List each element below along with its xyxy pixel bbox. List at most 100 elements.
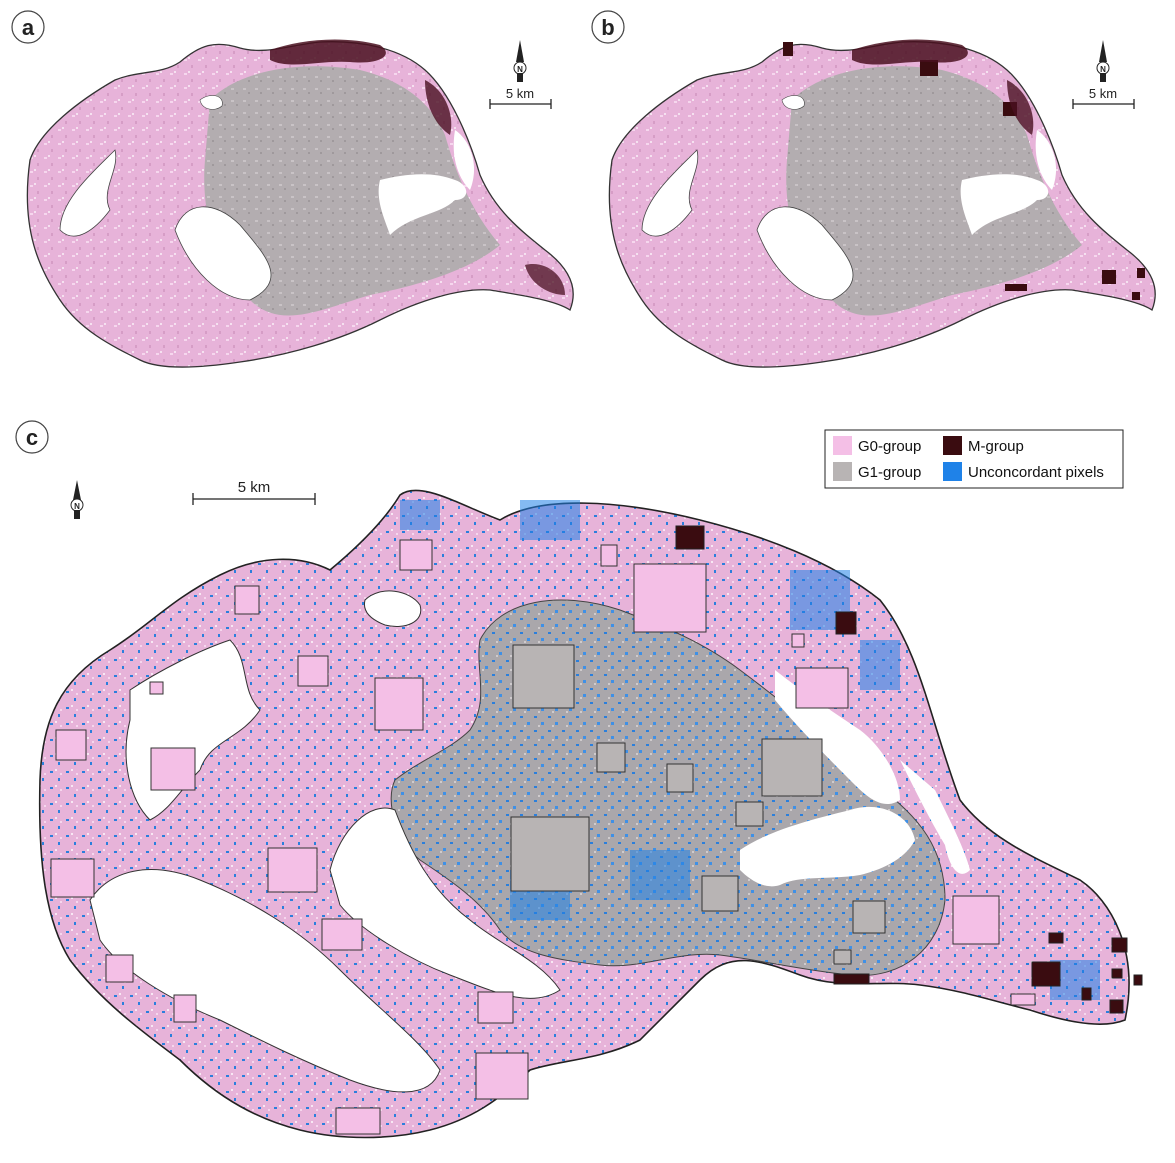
g0-square — [267, 847, 318, 893]
panel-a-label: a — [22, 15, 35, 40]
panel-b-water-1 — [641, 149, 699, 237]
panel-b-label-circle — [591, 10, 625, 44]
m-square — [1048, 932, 1064, 944]
g1-square — [701, 875, 739, 912]
panel-a-north-label: N — [517, 65, 523, 74]
g1-square — [512, 644, 575, 709]
panel-c-scale-label: 5 km — [238, 479, 271, 496]
panel-a-river — [378, 174, 467, 235]
panel-b-lake-ne — [1035, 130, 1057, 190]
legend-swatch-unconcordant — [943, 462, 962, 481]
m-square — [1109, 999, 1124, 1014]
g1-square — [666, 763, 694, 793]
panel-b-river — [960, 174, 1049, 235]
g1-square — [833, 949, 852, 965]
panel-a-dark-north — [270, 39, 386, 65]
panel-a-dark-se — [525, 264, 565, 295]
panel-a-water-1 — [59, 149, 117, 237]
panel-b-north-arrow-icon: N — [1096, 40, 1110, 82]
panel-a-water-3 — [199, 95, 223, 110]
legend-swatch-g1 — [833, 462, 852, 481]
g0-square — [477, 991, 514, 1024]
g1-square — [852, 900, 886, 934]
panel-a: a N 5 km — [11, 10, 574, 368]
panel-c-river — [740, 806, 915, 887]
panel-c-north-label: N — [74, 502, 80, 511]
m-square — [1081, 987, 1092, 1001]
g1-square — [735, 801, 764, 827]
panel-c-north-arrow-icon: N — [70, 480, 84, 519]
panel-c-lake-center — [329, 807, 561, 999]
legend-label-g0: G0-group — [858, 438, 921, 455]
g0-square — [173, 994, 197, 1023]
panel-b-dark-7 — [783, 42, 793, 56]
legend: G0-group M-group G1-group Unconcordant p… — [824, 429, 1124, 489]
panel-b-scale-label: 5 km — [1089, 86, 1117, 101]
m-square — [1111, 968, 1123, 979]
legend-label-g1: G1-group — [858, 464, 921, 481]
panel-b-dark-4 — [1005, 284, 1027, 291]
g0-square — [374, 677, 424, 731]
panel-a-lake-ne — [453, 130, 475, 190]
panel-b-label: b — [601, 15, 614, 40]
g1-square — [761, 738, 823, 797]
g0-square — [50, 858, 95, 898]
m-square — [835, 611, 857, 635]
g0-square — [335, 1107, 381, 1135]
panel-c-lake-southwest — [89, 869, 441, 1093]
panel-c-label-circle — [15, 420, 49, 454]
panel-b: b N 5 km — [591, 10, 1156, 368]
g0-square — [399, 539, 433, 571]
g0-square — [600, 544, 618, 567]
g0-square — [1010, 993, 1036, 1006]
panel-a-dark-east — [425, 80, 452, 135]
panel-c-east-river — [900, 760, 970, 874]
g0-square — [952, 895, 1000, 945]
panel-b-dark-east — [1007, 80, 1034, 135]
legend-swatch-m — [943, 436, 962, 455]
g0-square — [321, 918, 363, 951]
g0-square — [795, 667, 849, 709]
panel-c-lake-north — [363, 590, 422, 627]
panel-c-label: c — [26, 425, 38, 450]
panel-b-dark-3 — [1102, 270, 1116, 284]
panel-a-grey-zone — [204, 66, 500, 316]
g0-square — [791, 633, 805, 648]
panel-b-north-label: N — [1100, 65, 1106, 74]
panel-c-g1-squares — [510, 644, 886, 965]
m-square — [1133, 974, 1143, 986]
panel-a-label-circle — [11, 10, 45, 44]
panel-b-grey-zone — [786, 66, 1082, 316]
panel-b-dark-5 — [1137, 268, 1145, 278]
g0-square — [633, 563, 707, 633]
panel-a-scale-bar: 5 km — [489, 86, 552, 109]
m-square — [833, 973, 870, 985]
panel-b-dark-6 — [1132, 292, 1140, 300]
panel-b-water-2 — [756, 206, 854, 301]
legend-label-unconcordant: Unconcordant pixels — [968, 464, 1104, 481]
legend-swatch-g0 — [833, 436, 852, 455]
panel-c-scale-bar: 5 km — [192, 479, 316, 505]
panel-b-dark-north — [852, 39, 968, 65]
panel-a-water-2 — [174, 206, 272, 301]
panel-c-g0-squares — [50, 539, 1036, 1135]
g0-square — [55, 729, 87, 761]
panel-c: c — [15, 420, 1143, 1139]
g0-square — [297, 655, 329, 687]
m-square — [675, 525, 705, 550]
legend-box — [824, 429, 1124, 489]
panel-c-m-squares — [675, 525, 1143, 1014]
g0-square — [475, 1052, 529, 1100]
g0-square — [150, 747, 196, 791]
m-square — [1111, 937, 1128, 953]
g1-square — [596, 742, 626, 773]
m-square — [1031, 961, 1061, 987]
panel-a-north-arrow-icon: N — [513, 40, 527, 82]
panel-b-dark-1 — [920, 60, 938, 76]
panel-b-water-3 — [781, 95, 805, 110]
legend-label-m: M-group — [968, 438, 1024, 455]
g1-square — [510, 816, 590, 892]
g0-square — [234, 585, 260, 615]
panel-a-scale-label: 5 km — [506, 86, 534, 101]
g0-square — [105, 954, 134, 983]
